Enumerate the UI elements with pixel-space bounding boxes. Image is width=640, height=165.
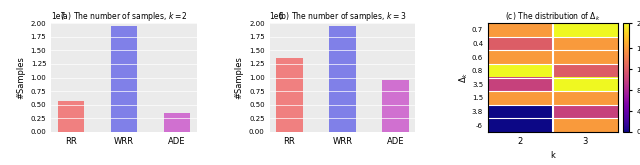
Y-axis label: #Samples: #Samples xyxy=(234,56,243,99)
Text: 1e7: 1e7 xyxy=(51,12,65,21)
Y-axis label: #Samples: #Samples xyxy=(16,56,25,99)
Bar xyxy=(382,80,408,132)
X-axis label: k: k xyxy=(550,151,556,160)
Title: (a) The number of samples, $k=2$: (a) The number of samples, $k=2$ xyxy=(60,10,188,23)
Bar xyxy=(329,26,356,132)
Bar xyxy=(111,26,137,132)
Bar xyxy=(276,58,303,132)
Bar xyxy=(164,113,190,132)
Y-axis label: $\Delta_k$: $\Delta_k$ xyxy=(458,72,470,83)
Text: 1e6: 1e6 xyxy=(269,12,284,21)
Title: (c) The distribution of $\Delta_k$: (c) The distribution of $\Delta_k$ xyxy=(505,11,600,23)
Bar xyxy=(58,101,84,132)
Title: (b) The number of samples, $k=3$: (b) The number of samples, $k=3$ xyxy=(278,10,406,23)
